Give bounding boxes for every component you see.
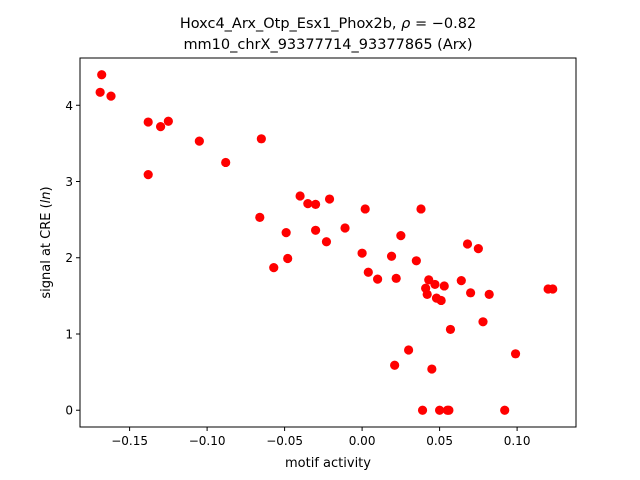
y-label-italic: ln (39, 191, 54, 203)
data-point (478, 317, 488, 327)
data-point (548, 284, 558, 294)
data-point (373, 274, 383, 284)
data-point (256, 134, 266, 144)
title-rho-value: = −0.82 (410, 16, 476, 32)
data-point (269, 263, 279, 273)
data-point (357, 248, 367, 258)
data-point (404, 345, 414, 355)
data-point (417, 405, 428, 415)
data-point (95, 87, 105, 97)
data-point (324, 194, 335, 204)
data-point (445, 324, 456, 335)
x-tick-label: −0.05 (266, 434, 303, 448)
y-axis-label: signal at CRE (ln) (39, 186, 54, 298)
data-point (194, 136, 204, 146)
x-axis: −0.15 −0.10 −0.05 0.00 0.05 0.10 (111, 427, 530, 448)
chart-title-line1: Hoxc4_Arx_Otp_Esx1_Phox2b, ρ = −0.82 (180, 16, 476, 32)
data-point (143, 170, 153, 180)
data-point (396, 231, 406, 241)
data-point (444, 405, 454, 415)
y-tick-label: 2 (65, 251, 73, 265)
data-point (303, 199, 313, 209)
data-point (163, 116, 173, 126)
data-point (221, 157, 231, 168)
data-point (427, 364, 437, 374)
data-point (281, 227, 291, 238)
data-point (390, 360, 400, 370)
data-point (411, 256, 421, 266)
y-tick-label: 4 (65, 99, 73, 113)
x-tick-label: 0.10 (504, 434, 531, 448)
data-point (416, 204, 426, 214)
data-point (500, 405, 510, 415)
title-rho-symbol: ρ (401, 16, 411, 32)
data-point (391, 273, 401, 283)
data-point (311, 199, 321, 209)
x-tick-label: −0.10 (189, 434, 226, 448)
data-point (422, 289, 432, 299)
data-point (484, 289, 494, 299)
data-point (436, 295, 446, 306)
data-point (439, 281, 449, 291)
data-point (466, 288, 476, 298)
x-tick-label: 0.05 (426, 434, 453, 448)
y-tick-label: 3 (65, 175, 73, 189)
data-point (510, 349, 521, 359)
data-point (295, 191, 305, 201)
data-point (106, 91, 116, 101)
x-tick-label: −0.15 (111, 434, 148, 448)
data-point (456, 276, 466, 286)
data-point (143, 117, 153, 127)
chart-title-line2: mm10_chrX_93377714_93377865 (Arx) (183, 37, 472, 53)
x-axis-label: motif activity (285, 456, 371, 471)
data-point (283, 253, 293, 264)
data-point (462, 239, 473, 249)
y-label-suffix: ) (39, 186, 54, 191)
y-label-prefix: signal at CRE ( (39, 203, 54, 298)
data-point (311, 225, 321, 235)
data-point (363, 267, 373, 277)
data-point (435, 405, 445, 415)
y-tick-label: 0 (65, 404, 73, 418)
title-gene-names: Hoxc4_Arx_Otp_Esx1_Phox2b, (180, 16, 401, 32)
data-point (386, 251, 397, 261)
x-tick-label: 0.00 (349, 434, 376, 448)
axes-frame (79, 57, 577, 428)
data-point (321, 237, 332, 247)
data-point (97, 70, 107, 80)
data-point (430, 279, 440, 290)
data-point (360, 204, 370, 214)
data-point (340, 223, 350, 233)
plot-area (95, 70, 558, 415)
y-tick-label: 1 (65, 327, 73, 341)
data-point (156, 122, 166, 132)
y-axis: 0 1 2 3 4 (65, 99, 80, 418)
data-point (473, 243, 483, 254)
data-point (255, 212, 265, 222)
